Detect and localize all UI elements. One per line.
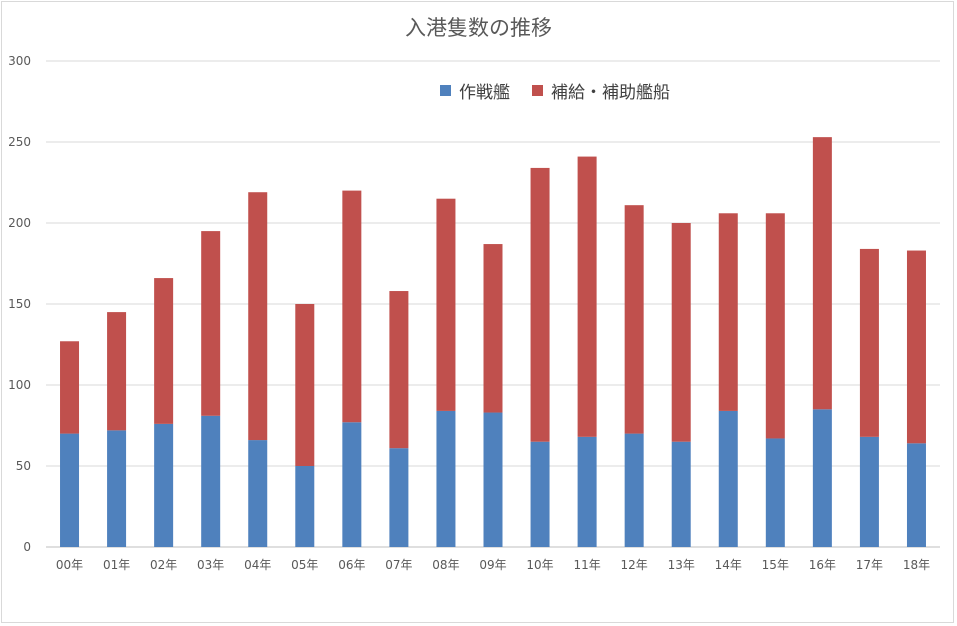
x-tick-label-10: 10年 bbox=[526, 558, 553, 572]
bar-support-2 bbox=[154, 278, 174, 424]
x-tick-label-16: 16年 bbox=[809, 558, 836, 572]
bar-combat-1 bbox=[107, 430, 127, 547]
bar-support-6 bbox=[342, 190, 362, 423]
bar-combat-13 bbox=[671, 441, 691, 547]
bar-combat-14 bbox=[718, 410, 738, 547]
bar-support-1 bbox=[107, 312, 127, 431]
bar-support-8 bbox=[436, 198, 456, 411]
chart-legend: 作戦艦 補給・補助艦船 bbox=[440, 78, 692, 103]
bar-support-15 bbox=[765, 213, 785, 439]
legend-label-combat-ships: 作戦艦 bbox=[459, 83, 510, 103]
x-tick-label-11: 11年 bbox=[573, 558, 600, 572]
bar-support-4 bbox=[248, 192, 268, 441]
bar-support-9 bbox=[483, 244, 503, 413]
x-tick-label-3: 03年 bbox=[197, 558, 224, 572]
bar-combat-0 bbox=[60, 433, 80, 547]
x-tick-label-4: 04年 bbox=[244, 558, 271, 572]
x-tick-label-18: 18年 bbox=[903, 558, 930, 572]
x-tick-label-7: 07年 bbox=[385, 558, 412, 572]
bar-combat-16 bbox=[812, 409, 832, 547]
x-tick-label-15: 15年 bbox=[762, 558, 789, 572]
bar-support-16 bbox=[812, 137, 832, 410]
chart-title: 入港隻数の推移 bbox=[405, 16, 552, 40]
bar-support-5 bbox=[295, 304, 315, 466]
y-tick-label-50: 50 bbox=[16, 459, 31, 473]
bar-combat-18 bbox=[906, 443, 926, 547]
legend-swatch-support-ships bbox=[532, 85, 543, 96]
bar-support-18 bbox=[906, 250, 926, 444]
legend-label-support-ships: 補給・補助艦船 bbox=[551, 83, 670, 103]
bar-combat-7 bbox=[389, 448, 409, 547]
y-tick-label-250: 250 bbox=[8, 135, 31, 149]
bar-support-14 bbox=[718, 213, 738, 411]
x-tick-label-5: 05年 bbox=[291, 558, 318, 572]
y-tick-label-150: 150 bbox=[8, 297, 31, 311]
bar-combat-8 bbox=[436, 410, 456, 547]
bar-combat-15 bbox=[765, 438, 785, 547]
bar-support-7 bbox=[389, 291, 409, 449]
x-tick-label-6: 06年 bbox=[338, 558, 365, 572]
bar-combat-10 bbox=[530, 441, 550, 547]
y-tick-label-0: 0 bbox=[23, 540, 31, 554]
x-tick-label-14: 14年 bbox=[715, 558, 742, 572]
bar-combat-3 bbox=[201, 415, 221, 547]
bar-combat-6 bbox=[342, 422, 362, 547]
bar-support-17 bbox=[859, 248, 879, 437]
bar-combat-9 bbox=[483, 412, 503, 547]
bar-support-3 bbox=[201, 231, 221, 416]
bar-support-13 bbox=[671, 223, 691, 442]
bar-support-10 bbox=[530, 167, 550, 442]
y-tick-label-200: 200 bbox=[8, 216, 31, 230]
bar-combat-4 bbox=[248, 440, 268, 547]
y-tick-label-300: 300 bbox=[8, 54, 31, 68]
x-tick-label-9: 09年 bbox=[479, 558, 506, 572]
x-tick-label-0: 00年 bbox=[56, 558, 83, 572]
bar-combat-11 bbox=[577, 436, 597, 547]
legend-swatch-combat-ships bbox=[440, 85, 451, 96]
bar-combat-12 bbox=[624, 433, 644, 547]
x-tick-label-17: 17年 bbox=[856, 558, 883, 572]
legend-item-support-ships: 補給・補助艦船 bbox=[532, 78, 670, 103]
x-tick-label-13: 13年 bbox=[668, 558, 695, 572]
x-tick-label-12: 12年 bbox=[621, 558, 648, 572]
x-tick-label-2: 02年 bbox=[150, 558, 177, 572]
bar-support-12 bbox=[624, 205, 644, 434]
bar-combat-2 bbox=[154, 423, 174, 547]
bar-support-11 bbox=[577, 156, 597, 437]
legend-item-combat-ships: 作戦艦 bbox=[440, 78, 510, 103]
x-tick-label-1: 01年 bbox=[103, 558, 130, 572]
bar-combat-5 bbox=[295, 466, 315, 547]
x-tick-label-8: 08年 bbox=[432, 558, 459, 572]
y-tick-label-100: 100 bbox=[8, 378, 31, 392]
bar-combat-17 bbox=[859, 436, 879, 547]
bar-support-0 bbox=[60, 341, 80, 434]
